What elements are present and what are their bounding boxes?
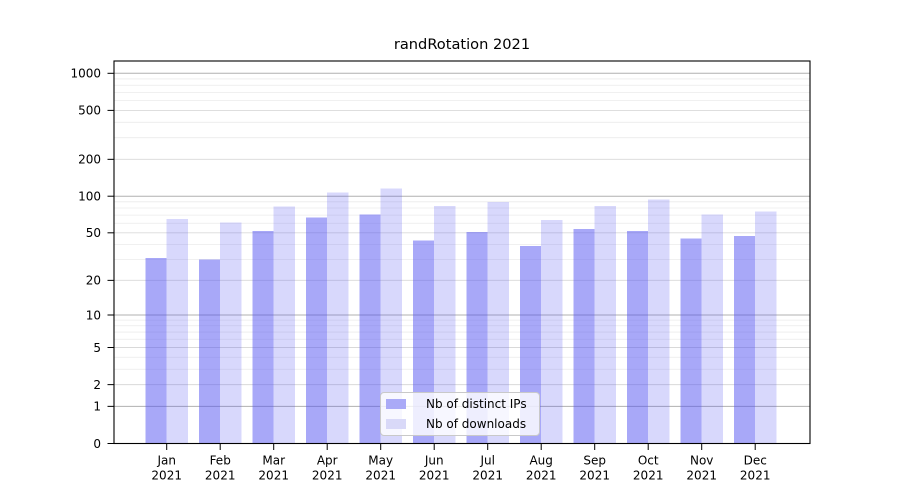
bar-downloads-may [380, 188, 403, 444]
x-tick-label-year: 2021 [472, 469, 503, 483]
x-tick-label-month: Jul [479, 454, 494, 468]
y-tick-label: 500 [78, 104, 101, 118]
bar-downloads-dec [755, 211, 777, 444]
bar-distinct-ips-oct [626, 230, 649, 444]
x-tick-label-year: 2021 [686, 469, 717, 483]
y-tick-label: 0 [93, 437, 101, 451]
legend-item-downloads: Nb of downloads [386, 415, 539, 433]
x-tick-label-month: May [368, 454, 393, 468]
y-tick-label: 1 [93, 400, 101, 414]
x-tick-label-month: Apr [317, 454, 338, 468]
x-tick-label-year: 2021 [579, 469, 610, 483]
x-tick-label-year: 2021 [740, 469, 771, 483]
bar-downloads-mar [273, 206, 296, 444]
legend-label-distinct-ips: Nb of distinct IPs [426, 397, 527, 411]
x-tick-label-month: Aug [529, 454, 552, 468]
y-tick-label: 5 [93, 341, 101, 355]
x-tick-label-year: 2021 [526, 469, 557, 483]
y-tick-label: 50 [86, 226, 101, 240]
legend-swatch-downloads [386, 419, 406, 429]
x-tick-label-year: 2021 [365, 469, 396, 483]
bar-downloads-jan [166, 219, 189, 444]
y-tick-label: 10 [86, 308, 101, 322]
bar-distinct-ips-apr [305, 217, 328, 444]
legend: Nb of distinct IPs Nb of downloads [380, 392, 540, 436]
bar-downloads-jul [487, 201, 510, 444]
y-tick-label: 2 [93, 378, 101, 392]
plot-frame [113, 60, 811, 445]
bar-distinct-ips-may [359, 214, 381, 444]
x-tick-label-year: 2021 [205, 469, 236, 483]
x-tick-label-month: Jun [424, 454, 444, 468]
bar-downloads-nov [701, 214, 724, 444]
bar-distinct-ips-jan [145, 257, 167, 444]
bar-distinct-ips-nov [680, 238, 702, 444]
legend-label-downloads: Nb of downloads [426, 417, 527, 431]
bar-distinct-ips-sep [573, 228, 595, 444]
bar-distinct-ips-feb [198, 259, 221, 444]
x-tick-label-month: Mar [262, 454, 285, 468]
bar-distinct-ips-mar [252, 230, 274, 444]
bar-downloads-apr [327, 192, 349, 444]
legend-swatch-distinct-ips [386, 399, 406, 409]
y-tick-label: 1000 [70, 67, 101, 81]
legend-item-distinct-ips: Nb of distinct IPs [386, 395, 539, 413]
x-tick-label-year: 2021 [258, 469, 289, 483]
x-tick-label-month: Jan [156, 454, 176, 468]
chart-title: randRotation 2021 [393, 36, 531, 53]
y-tick-label: 100 [78, 190, 101, 204]
y-tick-label: 200 [78, 153, 101, 167]
x-tick-label-year: 2021 [419, 469, 450, 483]
x-tick-label-month: Oct [638, 454, 659, 468]
x-tick-label-month: Sep [583, 454, 606, 468]
bar-distinct-ips-dec [733, 236, 756, 444]
x-tick-label-year: 2021 [633, 469, 664, 483]
x-tick-label-month: Dec [744, 454, 767, 468]
bar-downloads-oct [648, 199, 670, 444]
x-tick-label-year: 2021 [151, 469, 182, 483]
x-tick-label-month: Nov [690, 454, 713, 468]
x-tick-label-month: Feb [210, 454, 231, 468]
bar-downloads-sep [594, 206, 617, 444]
bar-distinct-ips-jul [466, 231, 488, 444]
bar-downloads-feb [220, 222, 242, 444]
x-tick-label-year: 2021 [312, 469, 343, 483]
bar-downloads-aug [541, 219, 563, 444]
bar-downloads-jun [434, 206, 456, 444]
y-tick-label: 20 [86, 274, 101, 288]
